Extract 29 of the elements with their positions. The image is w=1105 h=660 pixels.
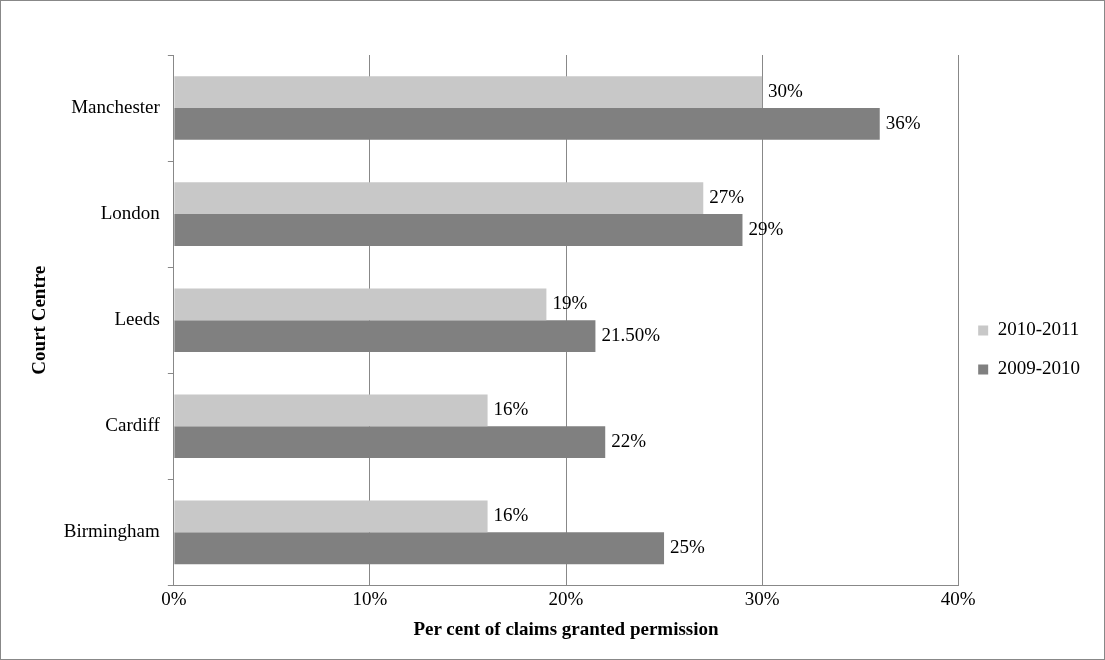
x-tick-label: 0%	[161, 587, 187, 609]
data-label: 36%	[885, 111, 921, 133]
y-axis-title: Court Centre	[28, 265, 50, 375]
y-tick-label: Manchester	[71, 96, 161, 118]
bar	[174, 182, 704, 215]
bar	[174, 288, 547, 321]
data-label: 21.50%	[601, 324, 661, 346]
x-tick-label: 10%	[352, 587, 388, 609]
y-tick-label: London	[100, 202, 161, 224]
y-tick-label: Birmingham	[63, 520, 161, 542]
data-label: 22%	[611, 430, 647, 452]
bar	[174, 76, 763, 109]
data-label: 19%	[552, 292, 588, 314]
legend-label: 2010-2011	[997, 318, 1080, 340]
x-tick-label: 30%	[744, 587, 780, 609]
data-label: 27%	[709, 186, 745, 208]
y-tick-label: Cardiff	[105, 414, 161, 436]
bar	[174, 394, 488, 427]
y-tick-label: Leeds	[114, 308, 160, 330]
x-tick-label: 40%	[940, 587, 976, 609]
data-label: 25%	[670, 536, 706, 558]
data-label: 16%	[493, 398, 529, 420]
data-label: 29%	[748, 218, 784, 240]
data-label: 30%	[768, 80, 804, 102]
x-axis-title: Per cent of claims granted permission	[413, 617, 720, 639]
x-tick-label: 20%	[548, 587, 584, 609]
data-label: 16%	[493, 504, 529, 526]
bar	[174, 500, 488, 533]
legend-label: 2009-2010	[997, 357, 1080, 379]
